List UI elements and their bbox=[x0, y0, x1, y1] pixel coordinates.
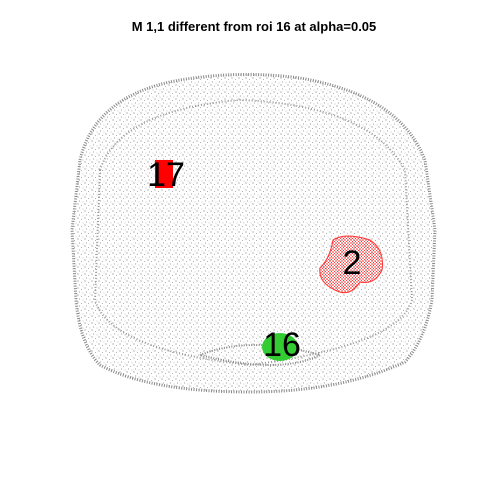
roi-label: 17 bbox=[147, 156, 185, 194]
roi-region bbox=[262, 333, 298, 361]
roi-16: 16 bbox=[262, 326, 301, 364]
roi-region bbox=[319, 235, 383, 294]
title: M 1,1 different from roi 16 at alpha=0.0… bbox=[132, 19, 377, 34]
roi-label: 16 bbox=[263, 326, 301, 364]
roi-2: 2 bbox=[319, 235, 383, 294]
brain-point-cloud bbox=[70, 72, 437, 394]
roi-17: 17 bbox=[147, 156, 185, 194]
roi-label: 2 bbox=[343, 244, 362, 282]
roi-region bbox=[155, 160, 173, 188]
